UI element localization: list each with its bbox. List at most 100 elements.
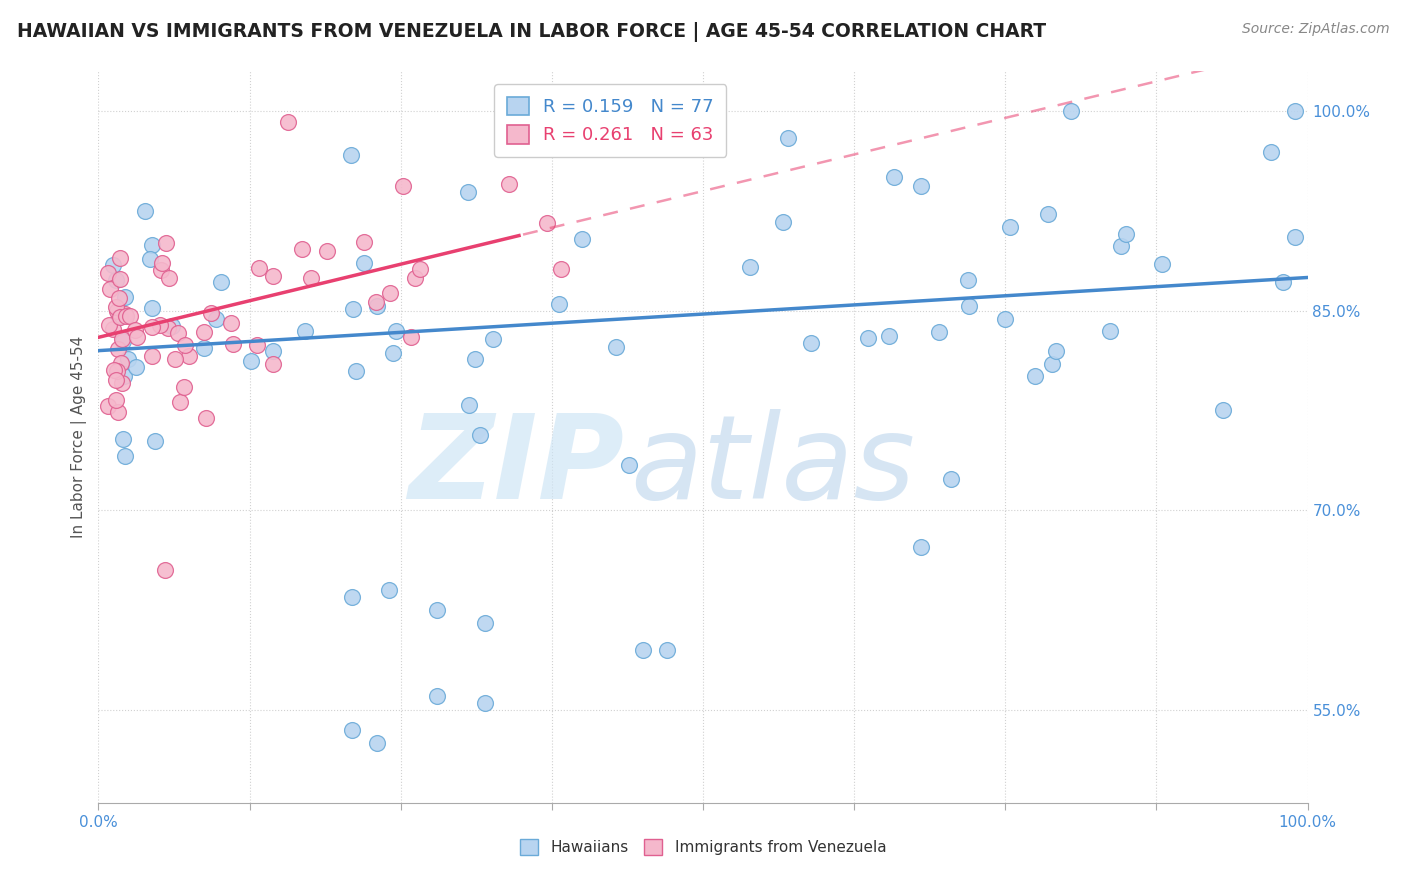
Point xyxy=(1099,324,1122,338)
Point xyxy=(536,216,558,230)
Point xyxy=(108,251,131,265)
Point xyxy=(111,334,134,349)
Point xyxy=(998,219,1021,234)
Point xyxy=(114,310,136,324)
Point xyxy=(910,541,932,555)
Point xyxy=(205,312,228,326)
Point xyxy=(605,340,627,354)
Point xyxy=(740,260,762,274)
Point xyxy=(105,373,128,387)
Point xyxy=(1109,239,1132,253)
Point xyxy=(107,343,129,357)
Point xyxy=(910,179,932,194)
Point xyxy=(404,271,426,285)
Point xyxy=(550,262,572,277)
Point xyxy=(339,148,361,162)
Point xyxy=(219,317,242,331)
Point xyxy=(262,344,284,359)
Point xyxy=(571,231,593,245)
Text: atlas: atlas xyxy=(630,409,915,524)
Point xyxy=(143,434,166,449)
Point xyxy=(114,307,136,321)
Point xyxy=(179,349,201,363)
Point xyxy=(141,301,163,316)
Point xyxy=(101,258,124,272)
Point xyxy=(1272,275,1295,289)
Point xyxy=(1212,403,1234,417)
Point xyxy=(194,410,217,425)
Point xyxy=(221,337,243,351)
Point xyxy=(426,690,449,704)
Point xyxy=(141,320,163,334)
Point xyxy=(149,318,172,333)
Point xyxy=(155,235,177,250)
Point xyxy=(366,736,388,750)
Legend: Hawaiians, Immigrants from Venezuela: Hawaiians, Immigrants from Venezuela xyxy=(513,833,893,861)
Point xyxy=(457,398,479,412)
Point xyxy=(377,582,399,597)
Point xyxy=(108,291,131,305)
Point xyxy=(655,643,678,657)
Point xyxy=(98,282,121,296)
Point xyxy=(262,357,284,371)
Point xyxy=(409,261,432,276)
Point xyxy=(262,269,284,284)
Point xyxy=(342,590,364,604)
Point xyxy=(994,312,1017,326)
Point xyxy=(141,350,163,364)
Point xyxy=(800,336,823,351)
Point xyxy=(125,360,148,375)
Point xyxy=(193,325,215,339)
Point xyxy=(548,297,571,311)
Point xyxy=(98,318,121,333)
Point xyxy=(1024,369,1046,384)
Point xyxy=(247,260,270,275)
Point xyxy=(879,328,901,343)
Point xyxy=(167,326,190,340)
Point xyxy=(200,306,222,320)
Point xyxy=(157,320,180,334)
Point xyxy=(316,244,339,259)
Point xyxy=(776,131,799,145)
Point xyxy=(125,330,148,344)
Point xyxy=(117,352,139,367)
Point xyxy=(118,309,141,323)
Point xyxy=(366,294,388,309)
Point xyxy=(1284,229,1306,244)
Point xyxy=(160,318,183,333)
Point xyxy=(928,326,950,340)
Point xyxy=(464,351,486,366)
Point xyxy=(124,322,146,336)
Point xyxy=(1152,257,1174,271)
Point xyxy=(173,338,195,352)
Point xyxy=(342,723,364,737)
Point xyxy=(939,472,962,486)
Point xyxy=(457,186,479,200)
Point xyxy=(112,432,135,446)
Point xyxy=(114,449,136,463)
Point xyxy=(468,427,491,442)
Point xyxy=(1284,104,1306,119)
Point xyxy=(157,271,180,285)
Point xyxy=(108,310,131,325)
Point xyxy=(150,256,173,270)
Point xyxy=(291,242,314,256)
Point xyxy=(110,356,132,370)
Point xyxy=(97,399,120,413)
Point xyxy=(108,272,131,286)
Point xyxy=(111,332,134,346)
Point xyxy=(482,332,505,346)
Point xyxy=(883,169,905,184)
Point xyxy=(392,178,415,193)
Point xyxy=(108,310,131,324)
Point xyxy=(246,337,269,351)
Point xyxy=(1260,145,1282,159)
Point xyxy=(104,300,127,314)
Point xyxy=(104,272,127,286)
Point xyxy=(153,563,176,577)
Point xyxy=(299,271,322,285)
Point xyxy=(399,330,422,344)
Point xyxy=(957,272,980,286)
Point xyxy=(1036,207,1059,221)
Point xyxy=(858,330,880,344)
